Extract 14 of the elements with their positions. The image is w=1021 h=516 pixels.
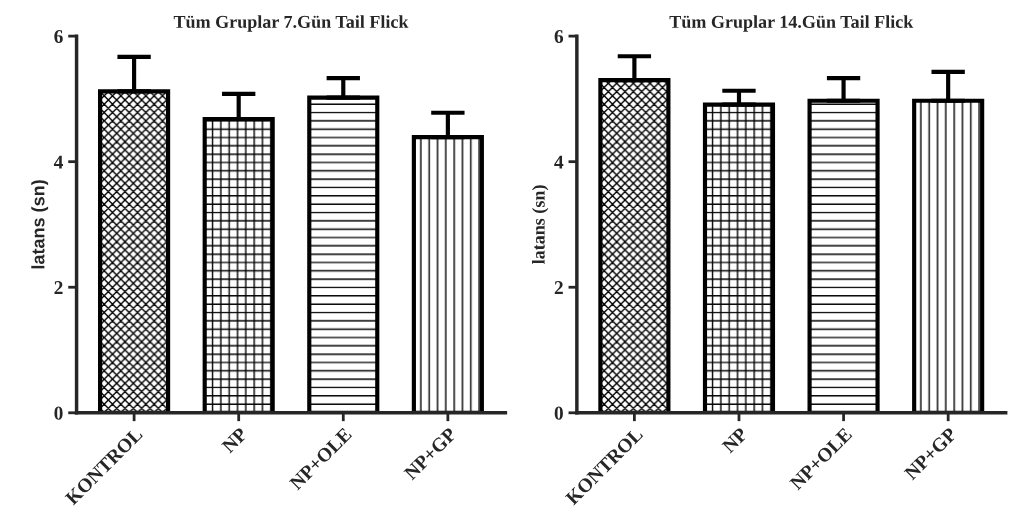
y-tick-label: 4	[53, 155, 64, 169]
y-tick-label: 2	[554, 281, 563, 294]
y-tick-label: 6	[54, 29, 63, 44]
chart-title: Tüm Gruplar 14.Gün Tail Flick	[669, 15, 914, 32]
chart-title: Tüm Gruplar 7.Gün Tail Flick	[173, 15, 409, 32]
x-tick-label: NP	[721, 426, 749, 454]
y-tick-label: 0	[554, 406, 563, 420]
y-tick-label: 6	[554, 29, 564, 44]
y-tick-label: 2	[54, 281, 63, 294]
y-axis-title: latans (sn)	[31, 180, 49, 269]
y-axis-title: latans (sn)	[532, 185, 549, 264]
x-tick-label: NP	[221, 426, 248, 454]
y-tick-label: 4	[554, 155, 564, 169]
y-tick-label: 0	[54, 406, 63, 420]
